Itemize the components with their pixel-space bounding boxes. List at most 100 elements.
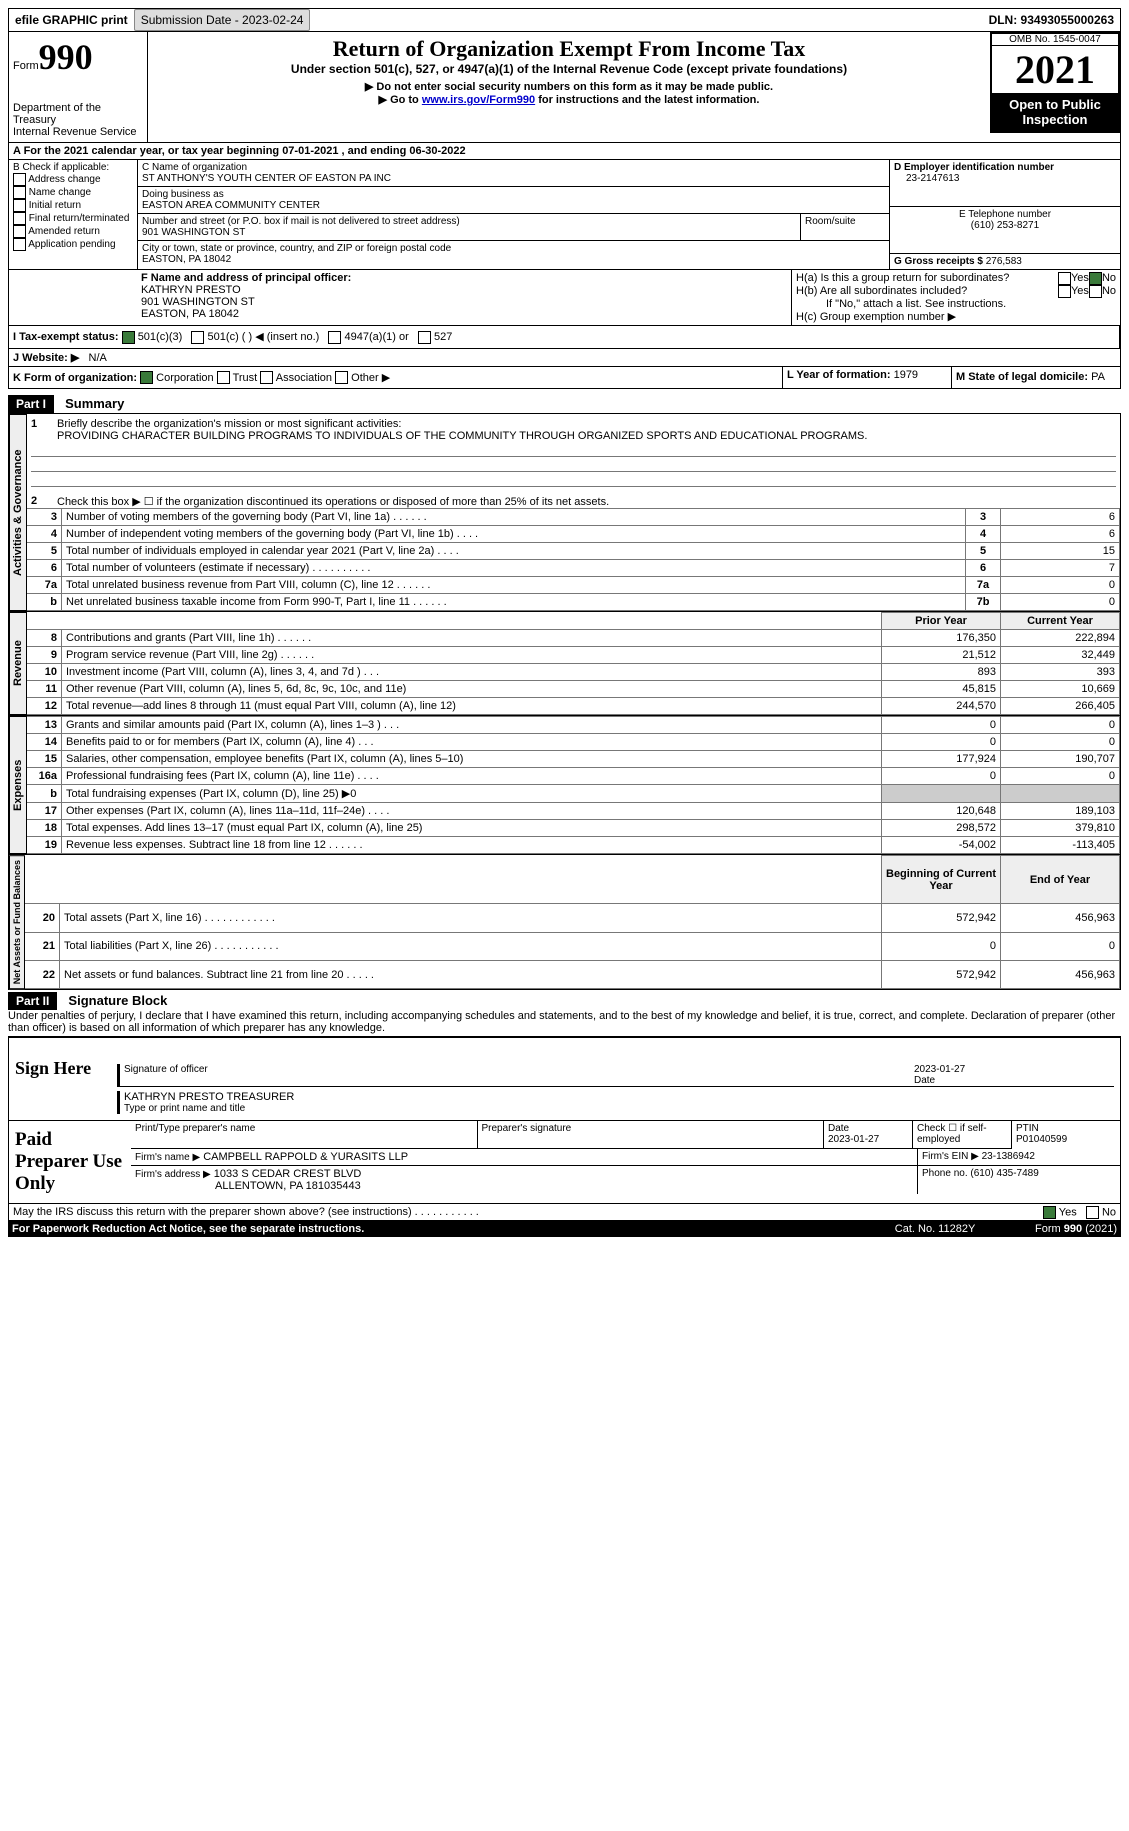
note-goto2: for instructions and the latest informat…: [535, 94, 759, 106]
checkbox-other[interactable]: [335, 371, 348, 384]
form-number: 990: [39, 37, 93, 77]
prep-name-label: Print/Type preparer's name: [135, 1123, 473, 1134]
irs-link[interactable]: www.irs.gov/Form990: [422, 94, 535, 106]
prep-sig-label: Preparer's signature: [482, 1123, 820, 1134]
checkbox-corporation[interactable]: [140, 371, 153, 384]
officer-street: 901 WASHINGTON ST: [141, 296, 787, 308]
checkbox-initial-return[interactable]: [13, 199, 26, 212]
revenue-table: Prior YearCurrent Year8Contributions and…: [27, 612, 1120, 715]
ha-label: H(a) Is this a group return for subordin…: [796, 272, 1058, 285]
sign-here-label: Sign Here: [9, 1038, 111, 1120]
part2-name: Signature Block: [60, 993, 167, 1008]
checkbox-association[interactable]: [260, 371, 273, 384]
room-label: Room/suite: [801, 214, 889, 241]
hb-label: H(b) Are all subordinates included?: [796, 285, 1058, 298]
prep-date-label: Date: [828, 1123, 849, 1134]
dba-label: Doing business as: [142, 189, 885, 200]
officer-city: EASTON, PA 18042: [141, 308, 787, 320]
checkbox-discuss-no[interactable]: [1086, 1206, 1099, 1219]
tax-year: 2021: [992, 46, 1118, 93]
dln-label: DLN: 93493055000263: [983, 10, 1120, 30]
sig-date: 2023-01-27: [914, 1064, 1114, 1075]
form-subtitle: Under section 501(c), 527, or 4947(a)(1)…: [152, 62, 986, 76]
checkbox-hb-no[interactable]: [1089, 285, 1102, 298]
gross-receipts: 276,583: [986, 256, 1022, 267]
checkbox-hb-yes[interactable]: [1058, 285, 1071, 298]
checkbox-final-return[interactable]: [13, 212, 26, 225]
box-k-label: K Form of organization:: [13, 372, 137, 384]
year-formation: 1979: [894, 369, 918, 381]
checkbox-ha-yes[interactable]: [1058, 272, 1071, 285]
checkbox-name-change[interactable]: [13, 186, 26, 199]
box-b-label: B Check if applicable:: [13, 162, 133, 173]
box-m-label: M State of legal domicile:: [956, 371, 1088, 383]
firm-addr2: ALLENTOWN, PA 181035443: [135, 1180, 913, 1192]
box-e-label: E Telephone number: [894, 209, 1116, 220]
box-c-name-label: C Name of organization: [142, 162, 885, 173]
box-l-label: L Year of formation:: [787, 369, 891, 381]
firm-addr-label: Firm's address ▶: [135, 1169, 211, 1180]
expenses-table: 13Grants and similar amounts paid (Part …: [27, 716, 1120, 854]
part1-title: Part I: [8, 395, 54, 413]
prep-date: 2023-01-27: [828, 1134, 879, 1145]
org-name: ST ANTHONY'S YOUTH CENTER OF EASTON PA I…: [142, 173, 885, 184]
state-domicile: PA: [1091, 371, 1105, 383]
firm-ein-label: Firm's EIN ▶: [922, 1151, 979, 1162]
checkbox-application-pending[interactable]: [13, 238, 26, 251]
firm-name: CAMPBELL RAPPOLD & YURASITS LLP: [203, 1151, 408, 1163]
note-ssn: ▶ Do not enter social security numbers o…: [152, 80, 986, 93]
q2-label: Check this box ▶ ☐ if the organization d…: [57, 495, 609, 508]
declaration-text: Under penalties of perjury, I declare th…: [8, 1010, 1121, 1037]
cat-no: Cat. No. 11282Y: [835, 1223, 1035, 1235]
discuss-question: May the IRS discuss this return with the…: [13, 1206, 479, 1218]
footer-bar: For Paperwork Reduction Act Notice, see …: [8, 1221, 1121, 1237]
form-title: Return of Organization Exempt From Incom…: [152, 36, 986, 62]
checkbox-527[interactable]: [418, 331, 431, 344]
city-value: EASTON, PA 18042: [142, 254, 885, 265]
section-revenue-label: Revenue: [9, 612, 27, 715]
prep-check-label: Check ☐ if self-employed: [913, 1121, 1012, 1149]
hb-note: If "No," attach a list. See instructions…: [796, 298, 1116, 310]
q1-label: Briefly describe the organization's miss…: [57, 418, 401, 430]
checkbox-501c3[interactable]: [122, 331, 135, 344]
section-governance-label: Activities & Governance: [9, 414, 27, 611]
form-header: Form990 Department of the Treasury Inter…: [8, 32, 1121, 143]
box-f-label: F Name and address of principal officer:: [141, 272, 351, 284]
q1-answer: PROVIDING CHARACTER BUILDING PROGRAMS TO…: [31, 430, 1116, 442]
section-f-h: F Name and address of principal officer:…: [8, 270, 1121, 326]
sig-name: KATHRYN PRESTO TREASURER: [124, 1091, 1114, 1103]
box-g-label: G Gross receipts $: [894, 256, 983, 267]
dept-label: Department of the Treasury: [13, 102, 143, 126]
irs-label: Internal Revenue Service: [13, 126, 143, 138]
section-expenses-label: Expenses: [9, 716, 27, 854]
ptin-label: PTIN: [1016, 1123, 1039, 1134]
section-netassets-label: Net Assets or Fund Balances: [9, 855, 25, 989]
sig-date-label: Date: [914, 1075, 1114, 1086]
firm-addr1: 1033 S CEDAR CREST BLVD: [214, 1168, 362, 1180]
submission-date-button[interactable]: Submission Date - 2023-02-24: [134, 9, 311, 31]
firm-phone-label: Phone no.: [922, 1168, 968, 1179]
street-value: 901 WASHINGTON ST: [142, 227, 796, 238]
hc-label: H(c) Group exemption number ▶: [796, 310, 1116, 323]
checkbox-trust[interactable]: [217, 371, 230, 384]
paperwork-notice: For Paperwork Reduction Act Notice, see …: [12, 1223, 835, 1235]
sign-block: Sign Here Signature of officer 2023-01-2…: [8, 1037, 1121, 1121]
checkbox-address-change[interactable]: [13, 173, 26, 186]
checkbox-ha-no[interactable]: [1089, 272, 1102, 285]
form-footer: Form 990 (2021): [1035, 1223, 1117, 1235]
preparer-label: Paid Preparer Use Only: [9, 1121, 131, 1203]
discuss-row: May the IRS discuss this return with the…: [8, 1204, 1121, 1221]
checkbox-discuss-yes[interactable]: [1043, 1206, 1056, 1219]
city-label: City or town, state or province, country…: [142, 243, 885, 254]
checkbox-501c[interactable]: [191, 331, 204, 344]
website-value: N/A: [89, 352, 107, 364]
box-d-label: D Employer identification number: [894, 162, 1054, 173]
efile-label: efile GRAPHIC print: [9, 10, 134, 30]
inspection-label: Open to Public Inspection: [992, 93, 1118, 131]
checkbox-4947[interactable]: [328, 331, 341, 344]
note-goto: ▶ Go to: [379, 94, 422, 106]
checkbox-amended-return[interactable]: [13, 225, 26, 238]
ein-value: 23-2147613: [894, 173, 1116, 184]
phone-value: (610) 253-8271: [894, 220, 1116, 231]
firm-label: Firm's name ▶: [135, 1152, 200, 1163]
